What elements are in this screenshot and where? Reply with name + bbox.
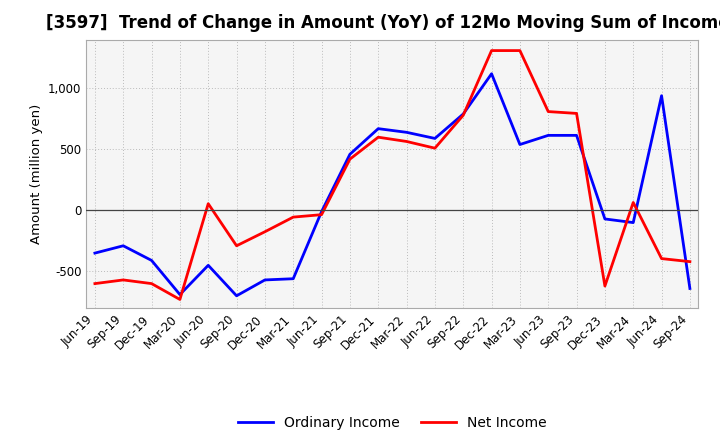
Net Income bbox=[629, 200, 637, 205]
Net Income bbox=[119, 277, 127, 282]
Line: Net Income: Net Income bbox=[95, 51, 690, 300]
Ordinary Income bbox=[204, 263, 212, 268]
Ordinary Income bbox=[572, 133, 581, 138]
Ordinary Income bbox=[402, 130, 411, 135]
Net Income bbox=[657, 256, 666, 261]
Legend: Ordinary Income, Net Income: Ordinary Income, Net Income bbox=[233, 410, 552, 435]
Net Income bbox=[289, 214, 297, 220]
Net Income bbox=[544, 109, 552, 114]
Ordinary Income bbox=[685, 286, 694, 291]
Net Income bbox=[148, 281, 156, 286]
Line: Ordinary Income: Ordinary Income bbox=[95, 74, 690, 296]
Net Income bbox=[318, 212, 326, 217]
Ordinary Income bbox=[318, 209, 326, 214]
Title: [3597]  Trend of Change in Amount (YoY) of 12Mo Moving Sum of Incomes: [3597] Trend of Change in Amount (YoY) o… bbox=[45, 15, 720, 33]
Net Income bbox=[487, 48, 496, 53]
Ordinary Income bbox=[374, 126, 382, 131]
Net Income bbox=[233, 243, 241, 249]
Ordinary Income bbox=[544, 133, 552, 138]
Ordinary Income bbox=[516, 142, 524, 147]
Net Income bbox=[600, 283, 609, 289]
Ordinary Income bbox=[657, 93, 666, 99]
Ordinary Income bbox=[261, 277, 269, 282]
Net Income bbox=[204, 201, 212, 206]
Net Income bbox=[374, 135, 382, 140]
Ordinary Income bbox=[600, 216, 609, 222]
Net Income bbox=[346, 157, 354, 162]
Y-axis label: Amount (million yen): Amount (million yen) bbox=[30, 104, 42, 244]
Ordinary Income bbox=[487, 71, 496, 77]
Ordinary Income bbox=[459, 111, 467, 117]
Net Income bbox=[91, 281, 99, 286]
Ordinary Income bbox=[148, 258, 156, 263]
Net Income bbox=[402, 139, 411, 144]
Ordinary Income bbox=[233, 293, 241, 298]
Net Income bbox=[572, 111, 581, 116]
Ordinary Income bbox=[289, 276, 297, 281]
Net Income bbox=[431, 146, 439, 151]
Net Income bbox=[176, 297, 184, 302]
Net Income bbox=[516, 48, 524, 53]
Net Income bbox=[261, 229, 269, 235]
Net Income bbox=[685, 259, 694, 264]
Ordinary Income bbox=[629, 220, 637, 225]
Ordinary Income bbox=[346, 152, 354, 157]
Ordinary Income bbox=[119, 243, 127, 249]
Net Income bbox=[459, 113, 467, 118]
Ordinary Income bbox=[176, 292, 184, 297]
Ordinary Income bbox=[431, 136, 439, 141]
Ordinary Income bbox=[91, 250, 99, 256]
